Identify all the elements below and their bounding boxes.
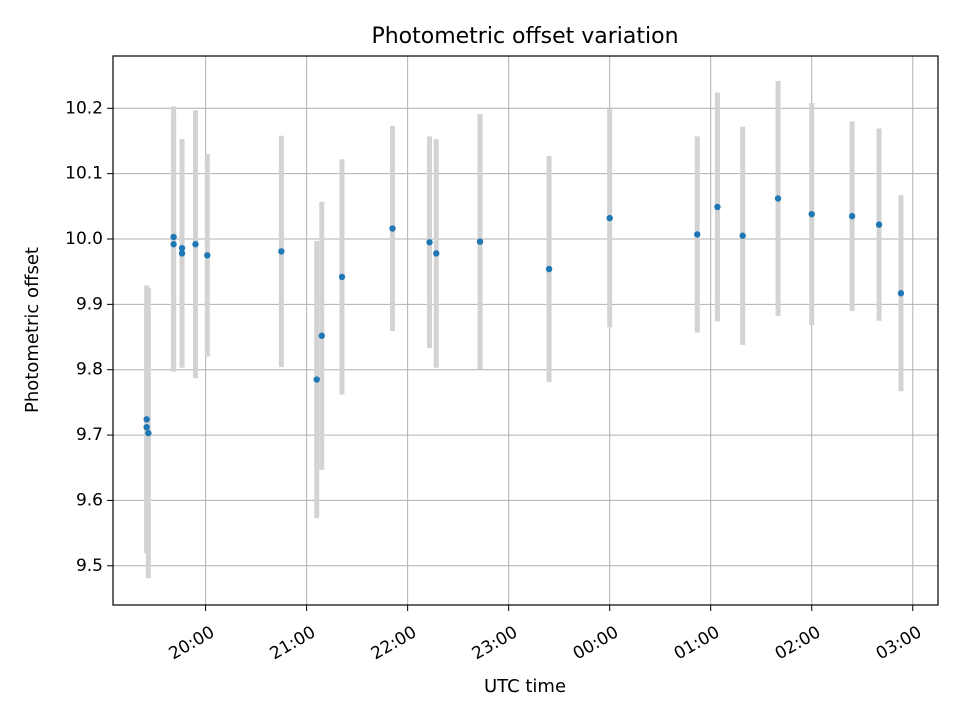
data-point <box>338 273 346 281</box>
data-point <box>145 429 152 437</box>
data-point <box>143 424 150 431</box>
data-point <box>714 203 721 211</box>
data-point <box>318 332 325 339</box>
data-point <box>143 416 150 423</box>
data-point <box>170 241 177 248</box>
y-tick-label: 9.5 <box>76 556 103 576</box>
x-axis-label: UTC time <box>484 676 566 697</box>
y-tick-label: 9.7 <box>76 425 103 445</box>
data-point <box>848 212 856 220</box>
data-points <box>143 195 905 437</box>
data-point <box>808 210 815 218</box>
data-point <box>313 376 320 383</box>
data-point <box>178 244 186 252</box>
data-point <box>545 265 553 273</box>
data-point <box>192 241 199 248</box>
data-point <box>606 214 613 222</box>
data-point <box>204 252 211 259</box>
y-axis-label: Photometric offset <box>22 247 43 413</box>
y-tick-label: 10.0 <box>65 229 103 249</box>
data-point <box>774 195 782 202</box>
data-point <box>875 221 883 228</box>
y-axis-ticks: 9.5 9.6 9.7 9.8 9.9 10.0 10.1 10.2 <box>65 98 113 576</box>
plot-frame <box>112 55 939 606</box>
chart-title: Photometric offset variation <box>371 24 678 49</box>
data-point <box>694 231 701 238</box>
data-point <box>170 233 177 241</box>
data-point <box>178 250 186 257</box>
y-tick-label: 10.2 <box>65 98 103 118</box>
data-point <box>426 239 433 246</box>
y-tick-label: 9.8 <box>76 360 103 380</box>
data-point <box>476 238 484 245</box>
y-tick-label: 10.1 <box>65 164 103 184</box>
data-point <box>278 248 285 255</box>
y-tick-label: 9.6 <box>76 490 103 510</box>
data-point <box>389 225 396 232</box>
data-point <box>433 250 440 257</box>
grid <box>113 56 938 605</box>
y-tick-label: 9.9 <box>76 294 103 314</box>
data-point <box>897 290 905 297</box>
data-point <box>739 232 746 239</box>
